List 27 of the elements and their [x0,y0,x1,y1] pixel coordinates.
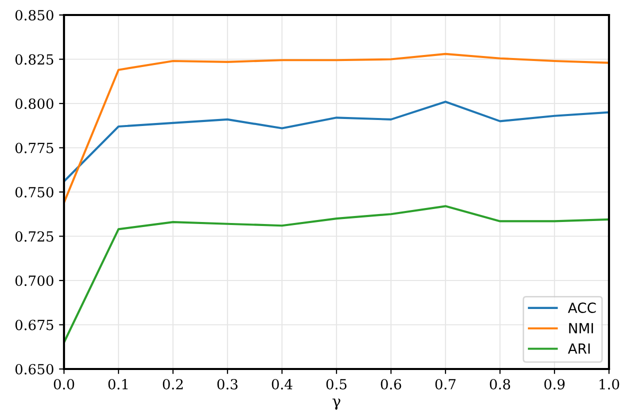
y-tick-label: 0.700 [15,275,54,286]
legend-label: NMI [569,323,593,334]
y-tick-label: 0.800 [15,98,54,109]
y-tick-label: 0.750 [15,186,54,198]
x-axis-title: γ [332,398,340,410]
x-tick-label: 0.8 [490,378,510,390]
x-tick-label: 1.0 [600,378,620,390]
x-tick-label: 0.6 [380,378,402,390]
y-tick-label: 0.850 [15,10,54,20]
line-series [64,100,609,182]
line-series [64,52,609,204]
x-tick-label: 0.3 [217,378,238,390]
line-series [64,205,609,344]
x-tick-label: 0.1 [108,378,128,390]
x-tick-label: 0.5 [326,378,346,390]
x-tick-label: 0.0 [54,378,74,390]
legend-label: ARI [568,343,590,354]
y-tick-label: 0.825 [15,54,54,65]
legend-label: ACC [568,302,596,314]
x-tick-label: 0.9 [544,378,565,390]
y-tick-label: 0.775 [15,142,54,154]
y-tick-label: 0.725 [15,231,54,242]
x-tick-label: 0.7 [435,378,456,390]
y-tick-label: 0.675 [15,320,54,330]
y-tick-label: 0.650 [15,364,54,374]
x-tick-label: 0.2 [162,378,183,390]
x-tick-label: 0.4 [272,378,292,390]
